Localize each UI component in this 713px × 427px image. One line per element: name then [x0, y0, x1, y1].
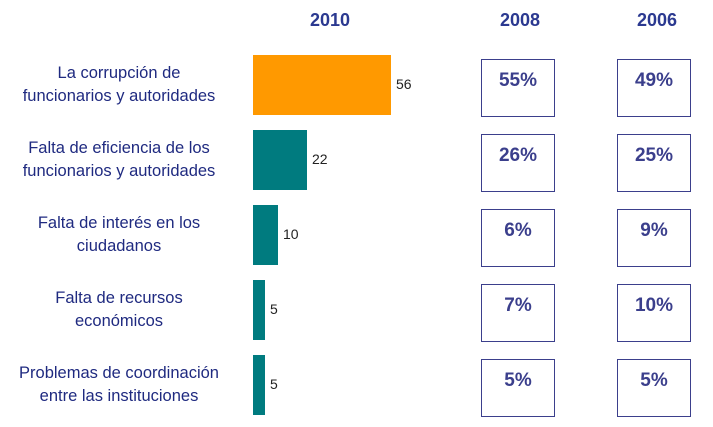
bar [253, 355, 265, 415]
category-label: Problemas de coordinación entre las insti… [0, 362, 238, 408]
category-label: Falta de eficiencia de los funcionarios y… [0, 137, 238, 183]
category-label-line: Falta de recursos [55, 289, 183, 307]
bar [253, 280, 265, 340]
bar-value-label: 56 [396, 76, 412, 92]
category-label-line: Falta de interés en los [37, 214, 201, 232]
category-label-line: Problemas de coordinación [19, 364, 219, 382]
percentage-box-2008: 26% [481, 134, 555, 192]
percentage-box-2006: 5% [617, 359, 691, 417]
bar [253, 55, 391, 115]
category-label-line: funcionarios y autoridades [22, 87, 216, 105]
percentage-box-2006: 10% [617, 284, 691, 342]
percentage-box-2006: 49% [617, 59, 691, 117]
category-label-line: ciudadanos [76, 237, 162, 255]
category-label-line: La corrupción de [57, 64, 181, 82]
header-2010: 2010 [309, 10, 351, 30]
percentage-box-2008: 5% [481, 359, 555, 417]
category-label: Falta de recursos económicos [0, 287, 238, 333]
percentage-box-2006: 25% [617, 134, 691, 192]
bar-value-label: 22 [312, 151, 328, 167]
header-2008: 2008 [499, 10, 541, 30]
bar [253, 205, 278, 265]
category-label-line: Falta de eficiencia de los [28, 139, 210, 157]
percentage-box-2008: 6% [481, 209, 555, 267]
category-label-line: funcionarios y autoridades [22, 162, 216, 180]
category-label-line: económicos [74, 312, 164, 330]
header-2006: 2006 [636, 10, 678, 30]
bar-value-label: 10 [283, 226, 299, 242]
bar [253, 130, 307, 190]
percentage-box-2008: 55% [481, 59, 555, 117]
bar-value-label: 5 [270, 376, 278, 392]
percentage-box-2006: 9% [617, 209, 691, 267]
category-label: Falta de interés en los ciudadanos [0, 212, 238, 258]
percentage-box-2008: 7% [481, 284, 555, 342]
category-label-line: entre las instituciones [39, 387, 199, 405]
category-label: La corrupción de funcionarios y autoridad… [0, 62, 238, 108]
bar-value-label: 5 [270, 301, 278, 317]
